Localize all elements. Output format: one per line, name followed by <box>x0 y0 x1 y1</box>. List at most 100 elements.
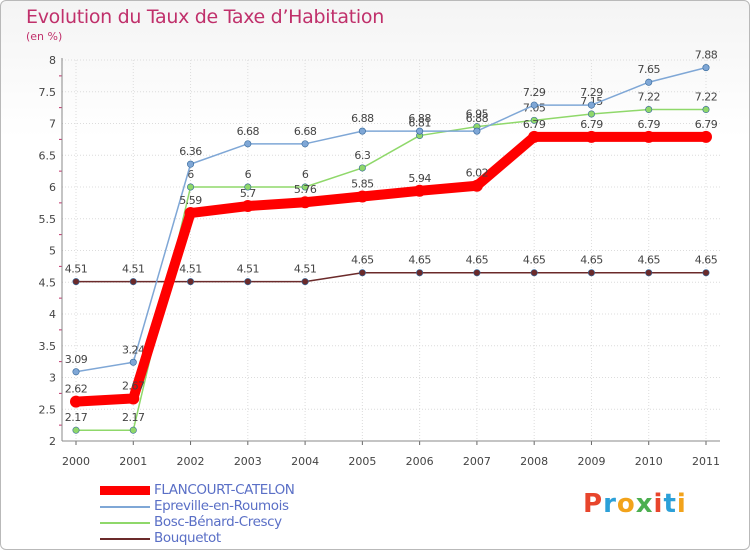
x-tick-label: 2003 <box>234 455 262 468</box>
data-label-bosc-b-nard-crescy: 6.81 <box>408 117 431 130</box>
data-label-epreville-en-roumois: 6.36 <box>179 145 202 158</box>
data-label-flancourt-catelon: 5.76 <box>294 183 317 196</box>
data-label-bouquetot: 4.51 <box>122 263 145 276</box>
data-point-epreville-en-roumois <box>645 78 653 86</box>
unit-label: (en %) <box>26 30 63 43</box>
x-tick-label: 2011 <box>692 455 720 468</box>
data-point-epreville-en-roumois <box>129 358 137 366</box>
data-label-bosc-b-nard-crescy: 7.22 <box>637 91 660 104</box>
logo-letter: o <box>616 489 636 519</box>
data-label-bouquetot: 4.65 <box>523 254 546 267</box>
x-tick-label: 2007 <box>463 455 491 468</box>
y-tick-label: 2.5 <box>39 403 57 416</box>
data-label-epreville-en-roumois: 7.29 <box>580 86 603 99</box>
proxiti-logo: Proxiti <box>583 489 687 519</box>
y-tick-label: 2 <box>49 435 56 448</box>
data-point-epreville-en-roumois <box>473 127 481 135</box>
data-label-epreville-en-roumois: 6.88 <box>408 112 431 125</box>
data-label-epreville-en-roumois: 3.24 <box>122 343 145 356</box>
logo-letter: r <box>603 489 617 519</box>
data-point-bouquetot <box>244 278 252 286</box>
data-point-bouquetot <box>645 269 653 277</box>
y-tick-label: 8 <box>49 54 56 67</box>
series-line-flancourt-catelon <box>71 131 711 407</box>
legend-label-flancourt: FLANCOURT-CATELON <box>154 482 295 498</box>
data-label-flancourt-catelon: 2.67 <box>122 379 145 392</box>
data-point-bouquetot <box>187 278 195 286</box>
data-point-bosc-b-nard-crescy <box>244 183 252 191</box>
data-point-epreville-en-roumois <box>587 101 595 109</box>
legend-label-epreville: Epreville-en-Roumois <box>154 498 289 514</box>
data-label-epreville-en-roumois: 6.68 <box>294 125 317 138</box>
data-label-bosc-b-nard-crescy: 6.95 <box>466 108 489 121</box>
data-point-bouquetot <box>530 269 538 277</box>
logo-letter: i <box>653 489 664 519</box>
data-label-epreville-en-roumois: 7.29 <box>523 86 546 99</box>
x-tick-label: 2000 <box>62 455 90 468</box>
data-label-bouquetot: 4.51 <box>179 263 202 276</box>
y-tick-label: 7 <box>49 118 56 131</box>
data-point-epreville-en-roumois <box>72 368 80 376</box>
data-label-bosc-b-nard-crescy: 6 <box>187 168 194 181</box>
data-point-flancourt-catelon <box>356 190 369 203</box>
data-point-bouquetot <box>72 278 80 286</box>
data-point-epreville-en-roumois <box>530 101 538 109</box>
y-tick-label: 4.5 <box>39 276 57 289</box>
data-point-epreville-en-roumois <box>244 140 252 148</box>
x-tick-label: 2002 <box>177 455 205 468</box>
y-tick-label: 3.5 <box>39 340 57 353</box>
data-point-epreville-en-roumois <box>416 127 424 135</box>
data-label-flancourt-catelon: 5.94 <box>408 172 431 185</box>
data-point-epreville-en-roumois <box>301 140 309 148</box>
data-label-bosc-b-nard-crescy: 6 <box>302 168 309 181</box>
y-tick-label: 4 <box>49 308 56 321</box>
data-point-bosc-b-nard-crescy <box>530 116 538 124</box>
x-tick-label: 2005 <box>348 455 376 468</box>
data-point-flancourt-catelon <box>470 179 483 192</box>
data-point-bouquetot <box>301 278 309 286</box>
data-point-flancourt-catelon <box>70 395 82 408</box>
data-point-epreville-en-roumois <box>187 160 195 168</box>
data-label-flancourt-catelon: 6.79 <box>695 118 718 131</box>
data-label-bosc-b-nard-crescy: 6.3 <box>354 149 370 162</box>
y-tick-label: 7.5 <box>39 86 57 99</box>
data-point-bosc-b-nard-crescy <box>587 110 595 118</box>
data-label-epreville-en-roumois: 6.88 <box>466 112 489 125</box>
data-label-epreville-en-roumois: 7.65 <box>637 63 660 76</box>
data-point-bosc-b-nard-crescy <box>702 106 710 114</box>
x-tick-label: 2008 <box>520 455 548 468</box>
data-label-flancourt-catelon: 5.59 <box>179 194 202 207</box>
data-point-bosc-b-nard-crescy <box>358 164 366 172</box>
data-label-flancourt-catelon: 5.7 <box>240 187 256 200</box>
data-label-bosc-b-nard-crescy: 6 <box>245 168 252 181</box>
data-point-flancourt-catelon <box>184 207 197 220</box>
data-point-epreville-en-roumois <box>358 127 366 135</box>
data-label-flancourt-catelon: 5.85 <box>351 178 374 191</box>
legend-swatch-bosc <box>100 522 150 524</box>
data-label-bouquetot: 4.65 <box>408 254 431 267</box>
y-tick-label: 3 <box>49 372 56 385</box>
data-label-bouquetot: 4.51 <box>237 263 260 276</box>
data-point-bosc-b-nard-crescy <box>301 183 309 191</box>
data-point-bouquetot <box>129 278 137 286</box>
x-tick-label: 2004 <box>291 455 319 468</box>
data-label-bouquetot: 4.65 <box>351 254 374 267</box>
data-point-bouquetot <box>587 269 595 277</box>
data-point-bosc-b-nard-crescy <box>645 106 653 114</box>
y-tick-label: 5.5 <box>39 213 57 226</box>
data-point-flancourt-catelon <box>585 130 598 143</box>
logo-letter: P <box>583 489 604 519</box>
data-label-bouquetot: 4.65 <box>580 254 603 267</box>
data-label-flancourt-catelon: 6.79 <box>637 118 660 131</box>
legend-swatch-bouquetot <box>100 538 150 540</box>
data-label-bosc-b-nard-crescy: 7.22 <box>695 91 718 104</box>
series-line-epreville-en-roumois <box>75 66 707 373</box>
data-point-bosc-b-nard-crescy <box>187 183 195 191</box>
logo-letter: x <box>635 489 654 519</box>
y-tick-label: 6.5 <box>39 149 57 162</box>
data-label-epreville-en-roumois: 3.09 <box>65 353 88 366</box>
data-label-bouquetot: 4.51 <box>65 263 88 276</box>
data-point-flancourt-catelon <box>127 392 140 405</box>
data-label-flancourt-catelon: 2.62 <box>65 383 88 396</box>
x-tick-label: 2010 <box>635 455 663 468</box>
